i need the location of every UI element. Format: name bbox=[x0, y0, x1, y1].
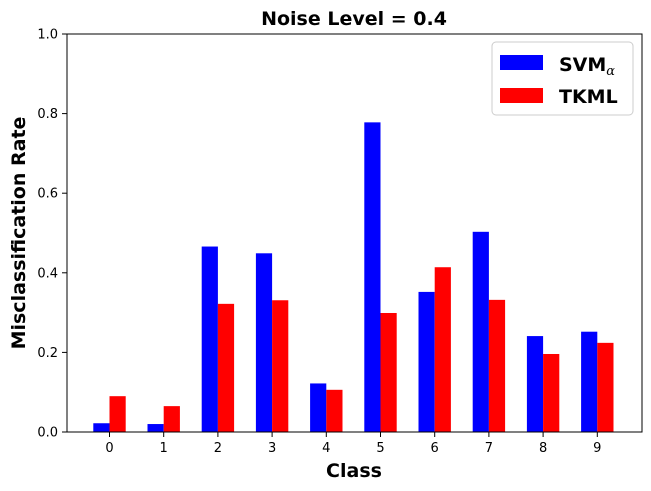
bar-tkml-class-2 bbox=[217, 303, 235, 432]
chart-title: Noise Level = 0.4 bbox=[261, 8, 447, 30]
bar-tkml-class-0 bbox=[109, 396, 126, 432]
bar-tkml-class-3 bbox=[272, 300, 289, 432]
bar-svm-class-3 bbox=[255, 253, 273, 432]
bar-svm-class-6 bbox=[418, 291, 435, 432]
bar-svm-class-2 bbox=[201, 246, 218, 432]
x-tick-label: 4 bbox=[322, 441, 330, 456]
bar-tkml-class-7 bbox=[488, 299, 506, 432]
x-tick-label: 1 bbox=[160, 441, 168, 456]
x-axis-label: Class bbox=[326, 460, 382, 482]
legend-label-svm: SVMα bbox=[559, 54, 615, 79]
legend: SVMα TKML bbox=[491, 41, 634, 116]
legend-swatch-tkml bbox=[500, 88, 543, 103]
x-tick-label: 9 bbox=[593, 441, 601, 456]
bar-tkml-class-4 bbox=[326, 389, 343, 432]
x-tick-label: 3 bbox=[268, 441, 276, 456]
x-tick-label: 0 bbox=[105, 441, 113, 456]
bars-group bbox=[93, 122, 614, 432]
x-tick-label: 8 bbox=[539, 441, 547, 456]
bar-svm-class-8 bbox=[526, 336, 544, 432]
y-axis-ticks: 0.0 0.2 0.4 0.6 0.8 1.0 bbox=[37, 28, 67, 441]
bar-svm-class-0 bbox=[93, 423, 110, 432]
x-tick-label: 7 bbox=[485, 441, 493, 456]
bar-svm-class-5 bbox=[364, 122, 381, 432]
bar-tkml-class-6 bbox=[434, 267, 451, 432]
legend-swatch-svm bbox=[500, 55, 543, 70]
bar-svm-class-9 bbox=[581, 331, 598, 432]
plot-area: 0.0 0.2 0.4 0.6 0.8 1.0 0 1 2 3 4 5 6 7 8 9 bbox=[37, 28, 643, 456]
x-tick-label: 6 bbox=[431, 441, 439, 456]
y-tick-label: 0.4 bbox=[37, 266, 58, 281]
y-tick-label: 0.2 bbox=[37, 346, 58, 361]
y-tick-label: 0.8 bbox=[37, 107, 58, 122]
y-tick-label: 0.6 bbox=[37, 187, 58, 202]
bar-tkml-class-8 bbox=[543, 353, 560, 432]
x-axis-ticks: 0 1 2 3 4 5 6 7 8 9 bbox=[105, 432, 601, 456]
bar-svm-class-1 bbox=[147, 424, 164, 432]
bar-tkml-class-1 bbox=[163, 406, 180, 432]
bar-tkml-class-9 bbox=[597, 342, 614, 432]
bar-svm-class-4 bbox=[310, 383, 327, 432]
y-tick-label: 1.0 bbox=[37, 28, 58, 43]
y-axis-label: Misclassification Rate bbox=[8, 117, 30, 350]
bar-tkml-class-5 bbox=[380, 312, 397, 432]
x-tick-label: 5 bbox=[376, 441, 384, 456]
y-tick-label: 0.0 bbox=[37, 426, 58, 441]
axes-frame bbox=[66, 33, 643, 433]
legend-label-tkml: TKML bbox=[559, 86, 618, 108]
x-tick-label: 2 bbox=[214, 441, 222, 456]
bar-svm-class-7 bbox=[472, 231, 489, 432]
